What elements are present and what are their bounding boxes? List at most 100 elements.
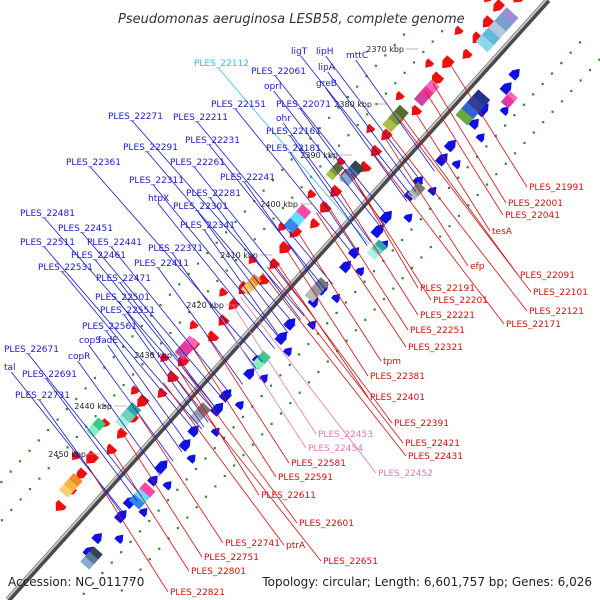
guide-dot: [18, 460, 22, 463]
guide-dot: [281, 168, 284, 171]
right-gene-label: PLES_22121: [529, 307, 584, 317]
gene-block: [325, 162, 344, 181]
guide-dot: [166, 499, 170, 502]
left-gene-label: PLES_22731: [15, 391, 70, 401]
gene-arrow: [427, 186, 437, 197]
label-leader-line: [401, 116, 519, 276]
guide-dot: [233, 464, 236, 467]
guide-dot: [495, 173, 498, 176]
gene-arrow: [234, 400, 244, 411]
label-leader-line: [221, 317, 307, 449]
guide-dot: [366, 113, 369, 116]
guide-dot: [263, 227, 266, 230]
left-gene-label: PLES_22291: [123, 143, 178, 153]
label-leader-line: [282, 122, 371, 243]
gene-arrow: [248, 254, 258, 264]
label-leader-line: [388, 132, 528, 312]
right-gene-label: PLES_22453: [318, 430, 373, 440]
left-gene-label: PLES_22531: [38, 263, 93, 273]
gene-block: [283, 204, 312, 234]
guide-dot: [223, 474, 226, 478]
guide-dot: [392, 287, 395, 290]
label-leader-line: [196, 210, 289, 334]
gene-features: [55, 0, 525, 570]
kbp-tick-label: 2400 kbp: [260, 200, 298, 209]
guide-dot: [393, 43, 396, 47]
label-leader-line: [274, 75, 391, 221]
guide-dot: [410, 228, 413, 231]
guide-dot: [326, 322, 329, 325]
right-gene-label: PLES_22591: [278, 473, 333, 483]
label-leader-line: [87, 466, 169, 593]
right-gene-label: PLES_22101: [533, 288, 588, 298]
right-gene-label: efp: [470, 262, 485, 272]
gene-arrow: [499, 106, 509, 116]
guide-dot: [402, 33, 406, 36]
guide-dot: [344, 301, 348, 304]
guide-dot: [150, 314, 153, 317]
guide-dot: [570, 89, 573, 93]
guide-dot: [326, 360, 329, 363]
label-leader-line: [123, 314, 205, 428]
left-gene-label: PLES_22361: [66, 158, 121, 168]
gene-arrow: [138, 507, 148, 518]
left-gene-label: PLES_22061: [251, 67, 306, 77]
left-gene-label: PLES_22181: [266, 144, 321, 154]
right-gene-label: PLES_22452: [378, 469, 433, 479]
guide-dot: [82, 592, 85, 595]
guide-dot: [569, 51, 572, 54]
right-gene-label: tpm: [383, 357, 401, 367]
right-gene-label: PLES_22421: [405, 439, 460, 449]
right-gene-labels: PLES_21991 PLES_22001 PLES_22041 tesA efp PLE…: [87, 63, 588, 598]
label-leader-line: [432, 83, 507, 204]
gene-arrow: [442, 55, 455, 69]
gene-arrow: [55, 499, 67, 511]
left-gene-label: PLES_22112: [194, 59, 249, 69]
left-gene-label: htpX: [148, 194, 169, 204]
guide-dot: [176, 526, 180, 530]
right-gene-label: PLES_22041: [505, 211, 560, 221]
left-gene-label: PLES_22451: [58, 224, 113, 234]
left-gene-label: PLES_22231: [185, 136, 240, 146]
guide-dot: [139, 568, 142, 571]
guide-dot: [410, 266, 414, 269]
gene-arrow: [366, 123, 376, 134]
gene-arrow: [306, 320, 316, 330]
left-gene-label: PLES_22481: [20, 209, 75, 219]
guide-dot: [225, 269, 228, 272]
label-leader-line: [157, 267, 243, 385]
gene-arrow: [162, 481, 172, 491]
label-leader-line: [449, 63, 528, 188]
guide-dot: [356, 123, 359, 126]
gene-block: [86, 417, 106, 438]
guide-dot: [394, 82, 397, 85]
guide-dot: [420, 256, 423, 259]
left-gene-label: PLES_22281: [186, 189, 241, 199]
label-leader-line: [325, 55, 424, 185]
label-leader-line: [208, 144, 327, 292]
label-leader-line: [105, 330, 189, 446]
label-leader-line: [300, 55, 413, 197]
genome-backbone: [5, 0, 551, 600]
guide-dot: [448, 225, 451, 228]
gene-arrow: [381, 128, 393, 141]
guide-dot: [439, 235, 442, 238]
guide-dot: [412, 61, 416, 64]
right-gene-label: PLES_22431: [408, 452, 463, 462]
guide-dot: [112, 356, 115, 359]
guide-dot: [347, 134, 350, 137]
gene-arrow: [307, 189, 317, 199]
label-leader-line: [136, 411, 224, 544]
guide-dot: [384, 92, 388, 95]
guide-dot: [19, 498, 22, 501]
label-leader-line: [152, 184, 282, 342]
guide-dot: [130, 578, 133, 582]
guide-dot: [289, 402, 292, 405]
left-gene-label: PLES_22211: [173, 113, 228, 123]
label-leader-line: [289, 135, 368, 246]
label-leader-line: [146, 151, 296, 326]
kbp-tick-label: 2440 kbp: [74, 402, 112, 411]
guide-dot: [47, 467, 50, 470]
label-leader-line: [10, 371, 126, 516]
